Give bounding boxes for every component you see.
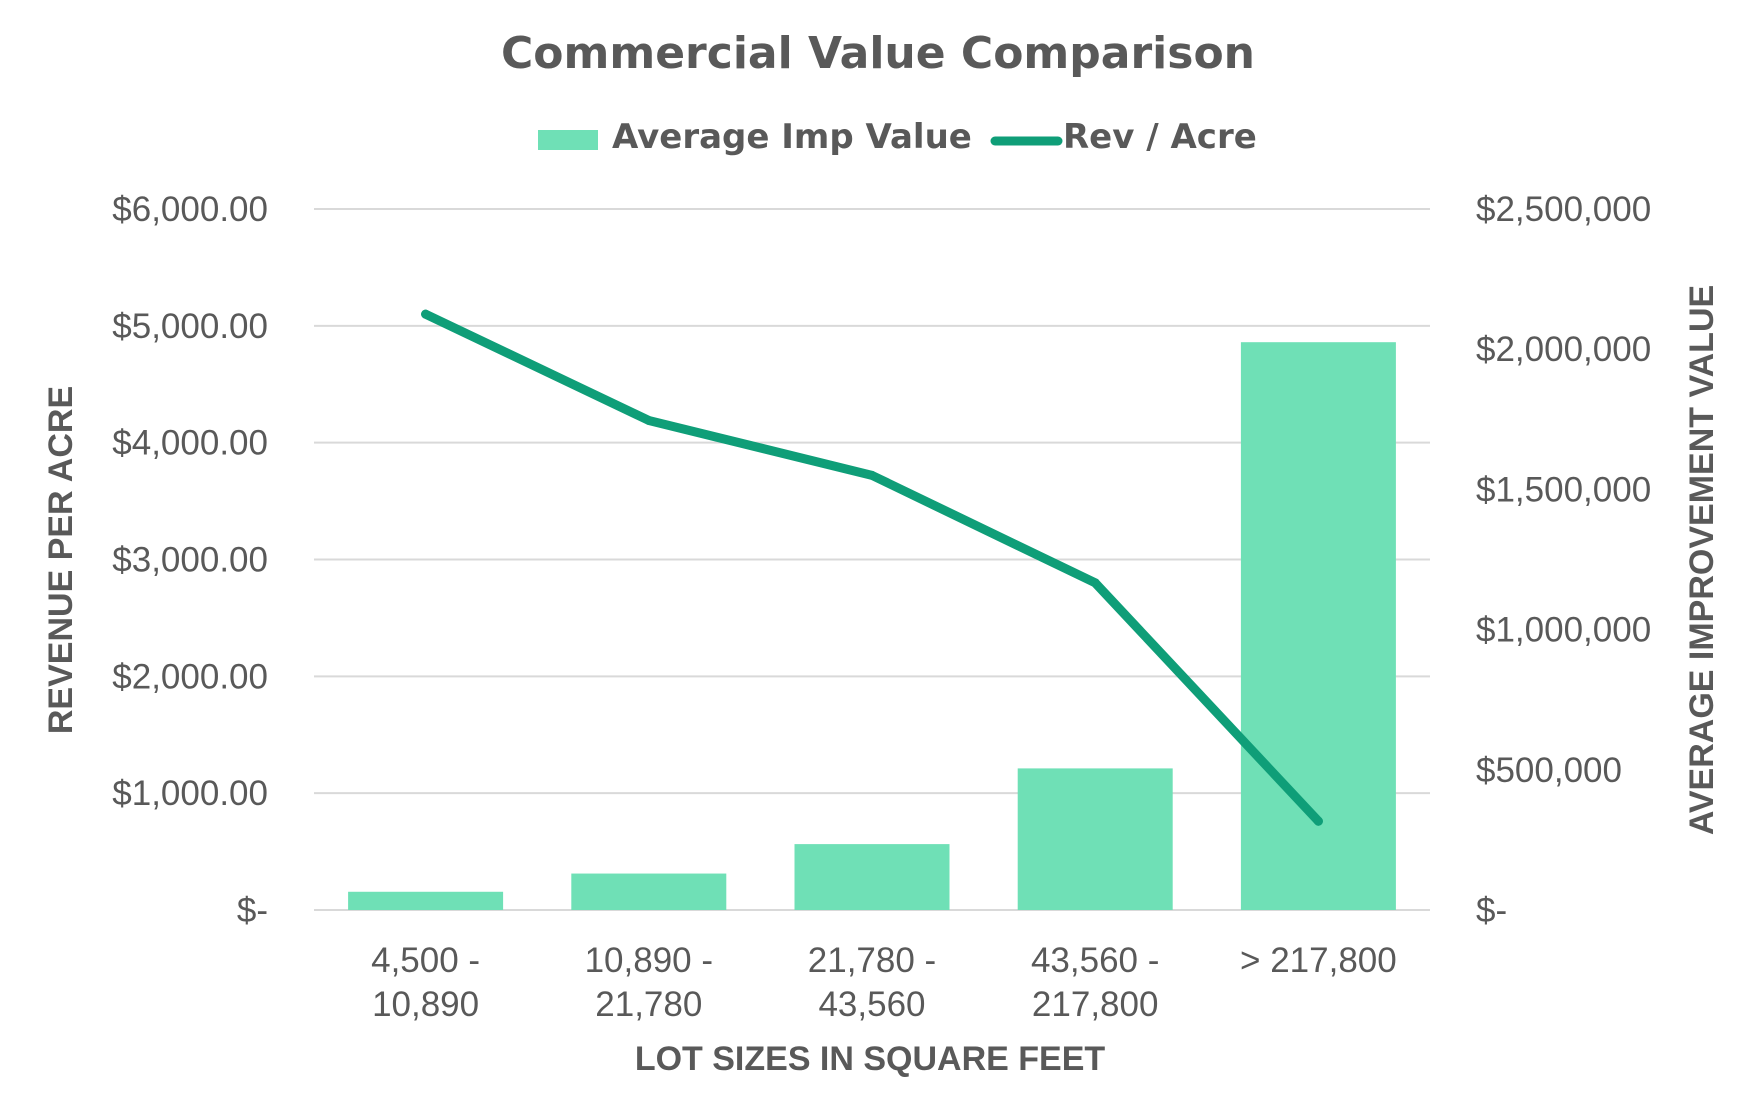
right-axis-tick-label: $2,500,000 [1476, 190, 1651, 229]
legend-swatch-bar [538, 130, 598, 150]
right-axis-tick-label: $- [1476, 891, 1507, 930]
chart-title: Commercial Value Comparison [501, 28, 1255, 79]
y-axis-right-title: AVERAGE IMPROVEMENT VALUE [1683, 285, 1721, 835]
y-axis-left-title: REVENUE PER ACRE [42, 386, 80, 734]
bar-4 [1017, 768, 1173, 910]
rev-per-acre-line [421, 309, 1323, 826]
x-axis-title: LOT SIZES IN SQUARE FEET [635, 1040, 1106, 1078]
legend-label-line: Rev / Acre [1063, 117, 1257, 157]
left-axis-tick-label: $6,000.00 [112, 190, 268, 229]
left-axis-tick-label: $1,000.00 [112, 774, 268, 813]
left-axis-ticks: $- $1,000.00 $2,000.00 $3,000.00 $4,000.00 $5… [112, 190, 268, 930]
line-point-1 [421, 309, 431, 319]
line-point-4 [1090, 578, 1100, 588]
category-label: > 217,800 [1240, 941, 1397, 980]
bar-2 [571, 873, 727, 910]
left-axis-tick-label: $- [237, 891, 268, 930]
right-axis-tick-label: $1,000,000 [1476, 611, 1651, 650]
right-axis-ticks: $- $500,000 $1,000,000 $1,500,000 $2,000,000… [1476, 190, 1651, 930]
bar-1 [348, 891, 504, 910]
line-point-2 [644, 415, 654, 425]
category-label: 4,500 -10,890 [371, 941, 480, 1024]
right-axis-tick-label: $1,500,000 [1476, 470, 1651, 509]
left-axis-tick-label: $3,000.00 [112, 541, 268, 580]
line-point-3 [867, 470, 877, 480]
category-labels: 4,500 -10,890 10,890 -21,780 21,780 -43,56… [371, 941, 1397, 1024]
line-point-5 [1313, 816, 1323, 826]
category-label: 10,890 -21,780 [585, 941, 713, 1024]
bar-3 [794, 844, 950, 910]
right-axis-tick-label: $500,000 [1476, 751, 1622, 790]
category-label: 43,560 -217,800 [1031, 941, 1159, 1024]
legend: Average Imp Value Rev / Acre [538, 117, 1257, 157]
category-label: 21,780 -43,560 [808, 941, 936, 1024]
bar-series [348, 342, 1396, 910]
left-axis-tick-label: $2,000.00 [112, 657, 268, 696]
line-series [421, 309, 1323, 826]
left-axis-tick-label: $5,000.00 [112, 307, 268, 346]
left-axis-tick-label: $4,000.00 [112, 424, 268, 463]
legend-label-bar: Average Imp Value [612, 117, 972, 157]
right-axis-tick-label: $2,000,000 [1476, 330, 1651, 369]
